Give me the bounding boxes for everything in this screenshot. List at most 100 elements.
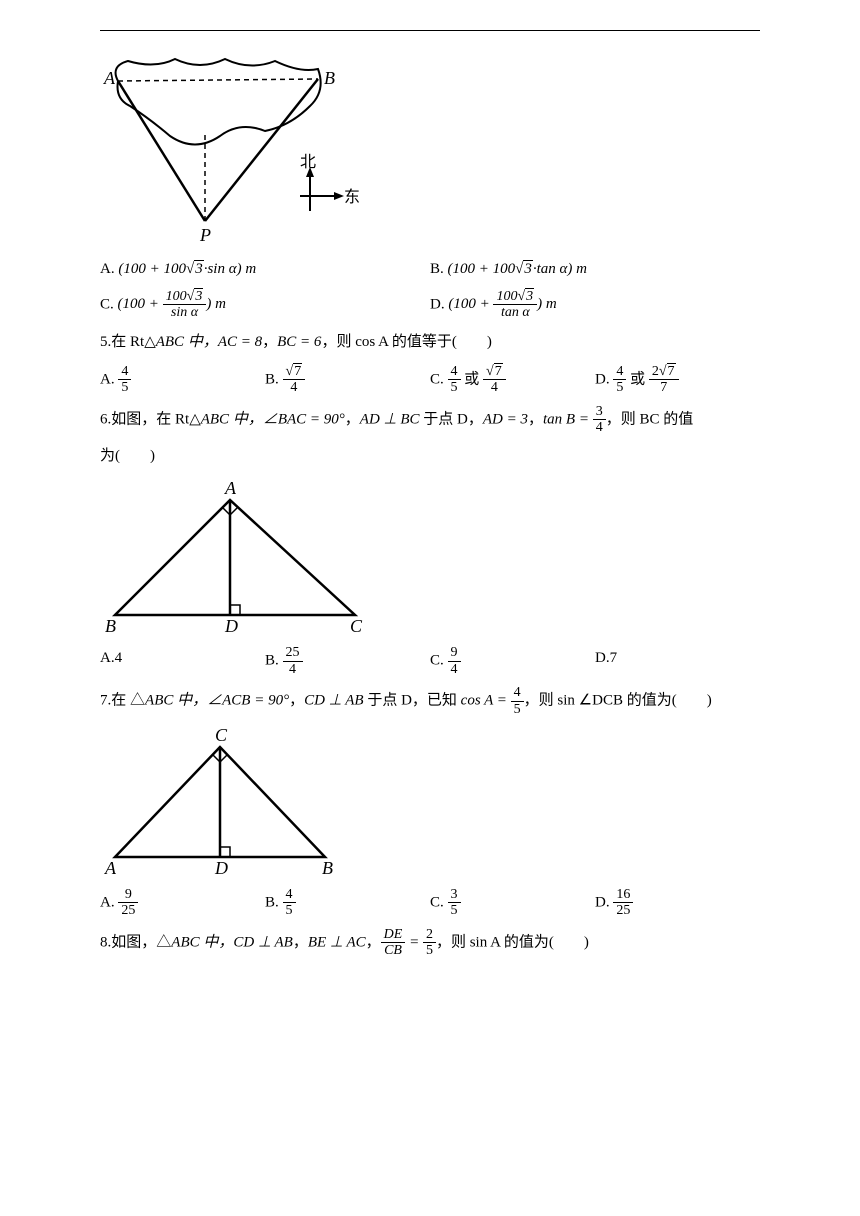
or: 或 <box>461 371 484 387</box>
frac-den: CB <box>381 943 406 958</box>
q6-c1: ， <box>345 411 360 427</box>
q8-t1: 8.如图， <box>100 934 156 950</box>
opt-label: C. <box>430 894 444 910</box>
opt-label: A. <box>100 650 115 666</box>
svg-text:D: D <box>214 858 228 877</box>
cos-num: 4 <box>511 685 524 701</box>
q7-c1: ， <box>289 692 304 708</box>
den: 4 <box>283 380 306 395</box>
q7-t1: 7.在 <box>100 692 130 708</box>
figure-lake-triangle: A B P 北 东 <box>100 51 760 246</box>
label-north: 北 <box>300 153 316 171</box>
svg-text:C: C <box>350 616 363 635</box>
q8-t3: ，则 sin A 的值为( ) <box>436 934 589 950</box>
sqrt-val: 3 <box>523 260 533 277</box>
q6-t1: 6.如图，在 Rt <box>100 411 189 427</box>
page-rule <box>100 30 760 31</box>
coef2: 2 <box>652 364 659 379</box>
num: 4 <box>118 364 131 380</box>
sqrt2: 7 <box>494 363 503 379</box>
q8-eq2: BE ⊥ AC <box>308 934 366 950</box>
den: 25 <box>118 903 138 918</box>
q5-tri: △ <box>144 334 156 350</box>
expr-prefix: (100 + 100 <box>448 261 516 277</box>
num1: 4 <box>448 364 461 380</box>
den: 5 <box>283 903 296 918</box>
q6-l2: 为( ) <box>100 448 155 464</box>
q5-end: ，则 cos A 的值等于( ) <box>321 334 491 350</box>
num: 4 <box>283 887 296 903</box>
label-east: 东 <box>344 188 360 206</box>
label-A: A <box>103 68 116 88</box>
opt-label: B. <box>265 653 279 669</box>
q7-tri: △ <box>130 692 145 708</box>
num: 9 <box>118 887 138 903</box>
q8: 8.如图，△ABC 中，CD ⊥ AB，BE ⊥ AC，DECB = 25，则 … <box>100 927 760 959</box>
den1: 5 <box>613 380 626 395</box>
opt-label: B. <box>430 261 444 277</box>
num1: 4 <box>613 364 626 380</box>
expr-suffix: ) m <box>567 261 587 277</box>
q6-eq1: ∠BAC = 90° <box>263 411 345 427</box>
q6-options: A.4 B. 254 C. 94 D.7 <box>100 645 760 677</box>
expr-suffix: ) m <box>237 261 257 277</box>
den: 4 <box>283 662 303 677</box>
expr-suffix: ) m <box>537 296 557 312</box>
frac-den: sin α <box>163 305 207 320</box>
sqrt-val: 3 <box>194 260 204 277</box>
q4-option-C: C. (100 + 1003sin α) m <box>100 289 430 321</box>
q7-option-A: A. 925 <box>100 887 265 919</box>
q8-c2: ， <box>366 934 381 950</box>
q8-eq1: CD ⊥ AB <box>233 934 292 950</box>
tan-num: 3 <box>593 404 606 420</box>
cos-den: 5 <box>511 702 524 717</box>
q6-option-D: D.7 <box>595 645 760 677</box>
q8-tri: △ <box>156 934 171 950</box>
q7-eq1: ∠ACB = 90° <box>207 692 289 708</box>
den: 4 <box>448 662 461 677</box>
q5-mid1: ABC 中， <box>156 334 218 350</box>
den2: 4 <box>483 380 506 395</box>
or: 或 <box>626 371 649 387</box>
num: 9 <box>448 645 461 661</box>
q4-option-D: D. (100 + 1003tan α) m <box>430 289 760 321</box>
expr-prefix: (100 + <box>448 296 493 312</box>
q5-option-A: A. 45 <box>100 364 265 396</box>
q5: 5.在 Rt△ABC 中，AC = 8，BC = 6，则 cos A 的值等于(… <box>100 329 760 356</box>
svg-text:B: B <box>105 616 116 635</box>
val: 4 <box>115 650 123 666</box>
q7-option-B: B. 45 <box>265 887 430 919</box>
q6-line2: 为( ) <box>100 443 760 470</box>
val-num: 2 <box>423 927 436 943</box>
opt-label: D. <box>595 650 610 666</box>
figure-triangle-abc-1: A B C D <box>100 480 760 635</box>
frac-den: tan α <box>493 305 537 320</box>
q6-t4: ，则 BC 的值 <box>606 411 694 427</box>
q7-cos: cos A = <box>461 692 511 708</box>
q8-c1: ， <box>293 934 308 950</box>
opt-label: C. <box>100 296 114 312</box>
q7-t3: 于点 D，已知 <box>364 692 461 708</box>
q5-option-B: B. 74 <box>265 364 430 396</box>
q5-option-C: C. 45 或 74 <box>430 364 595 396</box>
figure-triangle-abc-2: C A B D <box>100 727 760 877</box>
q7-option-D: D. 1625 <box>595 887 760 919</box>
frac-num-100: 100 <box>166 289 187 304</box>
q6-t2: ABC 中， <box>201 411 263 427</box>
q6-option-B: B. 254 <box>265 645 430 677</box>
den1: 5 <box>448 380 461 395</box>
svg-text:B: B <box>322 858 333 877</box>
q6-tri: △ <box>189 411 201 427</box>
q7: 7.在 △ABC 中，∠ACB = 90°，CD ⊥ AB 于点 D，已知 co… <box>100 685 760 717</box>
val: 7 <box>610 650 618 666</box>
q6-option-C: C. 94 <box>430 645 595 677</box>
q5-prefix: 5.在 Rt <box>100 334 144 350</box>
expr-prefix: (100 + 100 <box>118 261 186 277</box>
expr-prefix: (100 + <box>118 296 163 312</box>
num: 16 <box>613 887 633 903</box>
eq: = <box>405 934 423 950</box>
q5-options: A. 45 B. 74 C. 45 或 74 D. 45 或 277 <box>100 364 760 396</box>
q4-option-A: A. (100 + 1003·sin α) m <box>100 256 430 283</box>
val-den: 5 <box>423 943 436 958</box>
q6-eq2: AD ⊥ BC <box>360 411 420 427</box>
